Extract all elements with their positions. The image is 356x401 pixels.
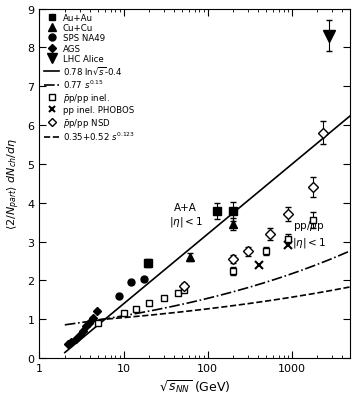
Text: A+A
$|\eta|<1$: A+A $|\eta|<1$ (169, 203, 203, 228)
Text: pp/$\bar{p}$p
$|\eta|<1$: pp/$\bar{p}$p $|\eta|<1$ (292, 220, 326, 250)
Y-axis label: $\langle 2/N_{part}\rangle$ $dN_{ch}/d\eta$: $\langle 2/N_{part}\rangle$ $dN_{ch}/d\e… (6, 138, 22, 230)
X-axis label: $\sqrt{s_{NN}}$ (GeV): $\sqrt{s_{NN}}$ (GeV) (159, 379, 231, 395)
Legend: Au+Au, Cu+Cu, SPS NA49, AGS, LHC Alice, 0.78 ln$\sqrt{s}$-0.4, 0.77 $s^{0.15}$, : Au+Au, Cu+Cu, SPS NA49, AGS, LHC Alice, … (42, 12, 137, 145)
